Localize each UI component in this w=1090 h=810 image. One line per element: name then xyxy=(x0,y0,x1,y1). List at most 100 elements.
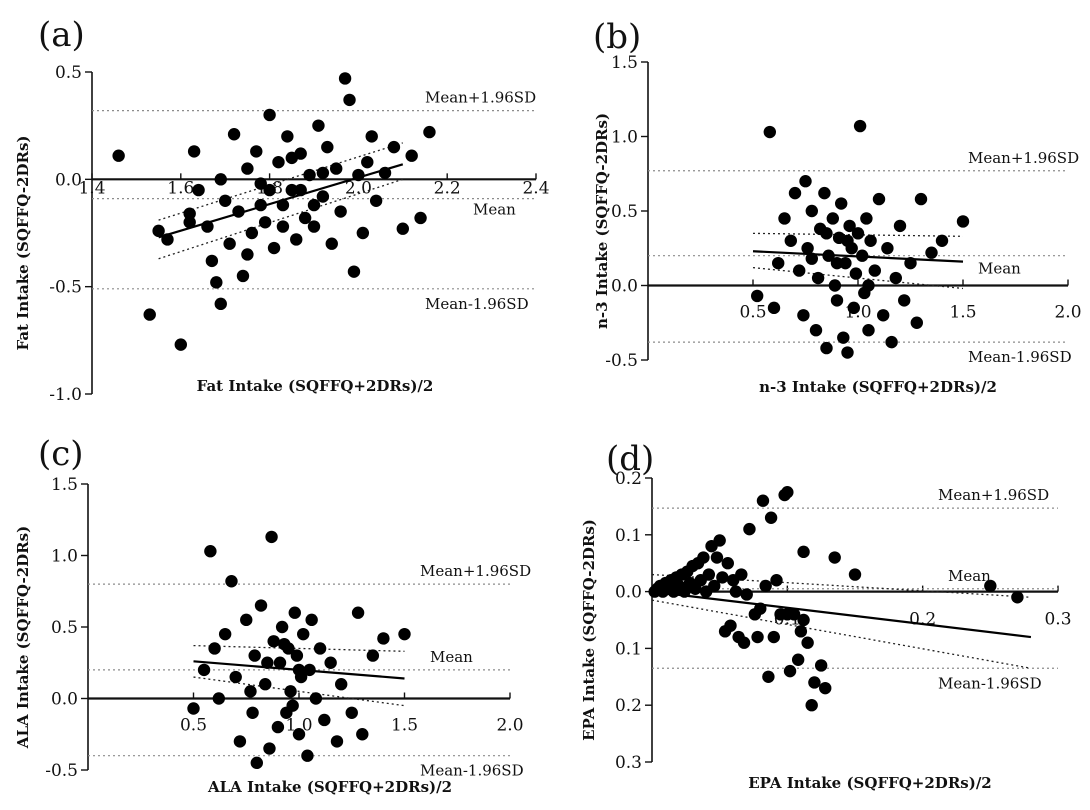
y-tick-label: 0.5 xyxy=(611,202,638,222)
data-point xyxy=(271,720,285,734)
data-point xyxy=(285,183,298,197)
data-point xyxy=(214,173,227,186)
data-point xyxy=(889,271,902,285)
data-point xyxy=(265,530,278,544)
chart-panel-a: (a)0.50.0-0.5-1.01.41.61.82.02.22.4Mean+… xyxy=(14,15,550,405)
regression-line xyxy=(752,250,964,263)
data-point xyxy=(263,183,276,197)
data-point xyxy=(797,613,810,627)
data-point xyxy=(820,341,833,355)
data-point xyxy=(764,511,778,524)
data-point xyxy=(246,706,259,719)
data-point xyxy=(273,656,287,669)
y-tick-label: 0.0 xyxy=(55,170,82,190)
lower-loa-label: Mean-1.96SD xyxy=(425,295,529,313)
data-point xyxy=(387,140,401,154)
x-tick-label: 0.2 xyxy=(909,610,936,630)
mean-label: Mean xyxy=(430,648,473,666)
y-axis-title: EPA Intake (SQFFQ-2DRs) xyxy=(580,519,598,741)
panel-letter: (a) xyxy=(38,15,85,55)
data-point xyxy=(847,301,860,315)
data-point xyxy=(772,256,785,270)
panel-letter: (c) xyxy=(38,434,84,474)
data-point xyxy=(174,338,187,351)
data-point xyxy=(759,579,772,593)
data-point xyxy=(245,226,259,240)
data-point xyxy=(770,574,783,587)
y-axis-title: ALA Intake (SQFFQ-2DRs) xyxy=(14,526,32,749)
y-tick-label: 1.0 xyxy=(51,547,78,567)
data-point xyxy=(841,346,854,359)
data-point xyxy=(284,685,297,698)
data-point xyxy=(881,242,894,255)
mean-label: Mean xyxy=(978,260,1021,278)
data-point xyxy=(781,486,794,499)
regression-line xyxy=(651,590,1032,639)
x-axis-title: Fat Intake (SQFFQ+2DRs)/2 xyxy=(197,377,434,395)
y-tick-label: 0.2 xyxy=(615,469,642,489)
data-point xyxy=(767,301,781,315)
data-point xyxy=(405,149,418,162)
data-point xyxy=(805,252,818,265)
data-point xyxy=(204,545,217,558)
data-point xyxy=(805,699,818,712)
y-tick-label: 0.1 xyxy=(615,639,642,659)
data-point xyxy=(956,215,970,228)
data-point xyxy=(307,198,321,212)
data-point xyxy=(301,749,314,762)
data-point xyxy=(307,220,321,233)
data-point xyxy=(214,297,227,311)
data-point xyxy=(303,168,316,182)
data-point xyxy=(835,197,848,210)
upper-loa-label: Mean+1.96SD xyxy=(425,89,536,107)
data-point xyxy=(740,588,753,601)
ci-lower-line xyxy=(651,599,1032,669)
data-point xyxy=(218,627,232,641)
data-point xyxy=(805,204,818,218)
mean-label: Mean xyxy=(948,567,991,585)
x-tick-label: 2.2 xyxy=(434,178,461,198)
data-point xyxy=(735,568,748,581)
x-tick-label: 1.6 xyxy=(167,178,194,198)
data-point xyxy=(290,233,303,246)
data-point xyxy=(356,728,369,741)
data-point xyxy=(152,224,165,238)
x-tick-label: 2.0 xyxy=(496,716,523,736)
data-point xyxy=(212,692,226,705)
data-point xyxy=(254,599,268,612)
data-point xyxy=(809,324,823,337)
data-point xyxy=(763,125,776,139)
data-point xyxy=(783,664,797,678)
data-point xyxy=(272,155,285,169)
data-point xyxy=(849,267,863,280)
data-point xyxy=(885,335,898,349)
chart-panel-c: (c)1.51.00.50.0-0.50.5 1.0 1.5 2.0Mean+1.96… xyxy=(14,434,531,796)
data-point xyxy=(860,212,873,225)
data-point xyxy=(862,324,875,337)
data-point xyxy=(334,205,347,218)
data-point xyxy=(309,692,323,705)
data-point xyxy=(347,265,361,278)
data-point xyxy=(751,289,764,303)
data-point xyxy=(276,220,290,233)
data-point xyxy=(208,642,221,655)
chart-panel-d: (d)0.20.10.00.10.20.30.10.20.3Mean+1.96S… xyxy=(580,439,1072,792)
data-point xyxy=(318,713,331,727)
panel-letter: (b) xyxy=(593,17,641,57)
data-point xyxy=(316,166,330,180)
data-point xyxy=(330,162,343,175)
mean-label: Mean xyxy=(473,201,516,219)
data-point xyxy=(713,534,726,547)
lower-loa-label: Mean-1.96SD xyxy=(968,348,1072,366)
data-point xyxy=(259,678,272,691)
data-point xyxy=(377,632,390,645)
x-tick-label: 1.0 xyxy=(285,716,312,736)
data-point xyxy=(984,579,997,593)
y-axis-title: Fat Intake (SQFFQ-2DRs) xyxy=(14,135,32,350)
ci-lower-line xyxy=(193,676,405,707)
data-point xyxy=(316,190,330,203)
data-point xyxy=(330,735,344,748)
data-point xyxy=(286,699,299,712)
x-tick-label: 1.5 xyxy=(949,303,976,323)
data-point xyxy=(830,256,844,270)
